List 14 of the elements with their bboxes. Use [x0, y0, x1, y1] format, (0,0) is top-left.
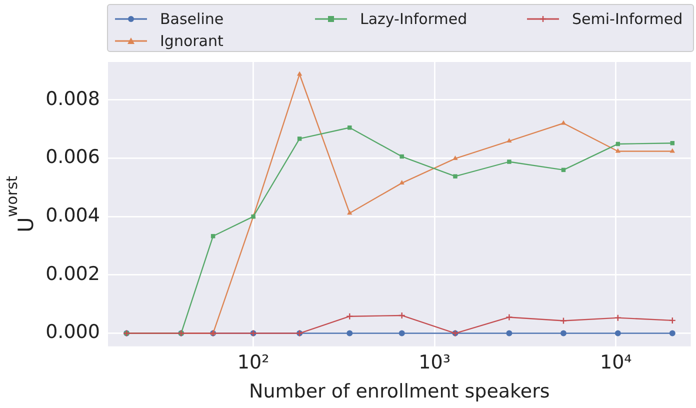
y-tick-label: 0.004	[46, 204, 100, 227]
x-tick-label: 10²	[237, 352, 270, 374]
y-tick-label: 0.000	[46, 321, 100, 344]
x-tick-label: 10³	[418, 352, 450, 374]
legend-label: Semi-Informed	[572, 10, 683, 28]
legend-label: Ignorant	[160, 32, 224, 50]
x-tick-label: 10⁴	[600, 352, 632, 374]
y-tick-label: 0.002	[46, 262, 100, 285]
y-tick-label: 0.006	[46, 146, 100, 168]
legend-label: Lazy-Informed	[360, 10, 468, 28]
x-axis-title: Number of enrollment speakers	[249, 380, 550, 403]
y-tick-label: 0.008	[46, 88, 100, 110]
y-axis-title: Uworst	[3, 176, 38, 233]
legend-label: Baseline	[160, 10, 224, 28]
